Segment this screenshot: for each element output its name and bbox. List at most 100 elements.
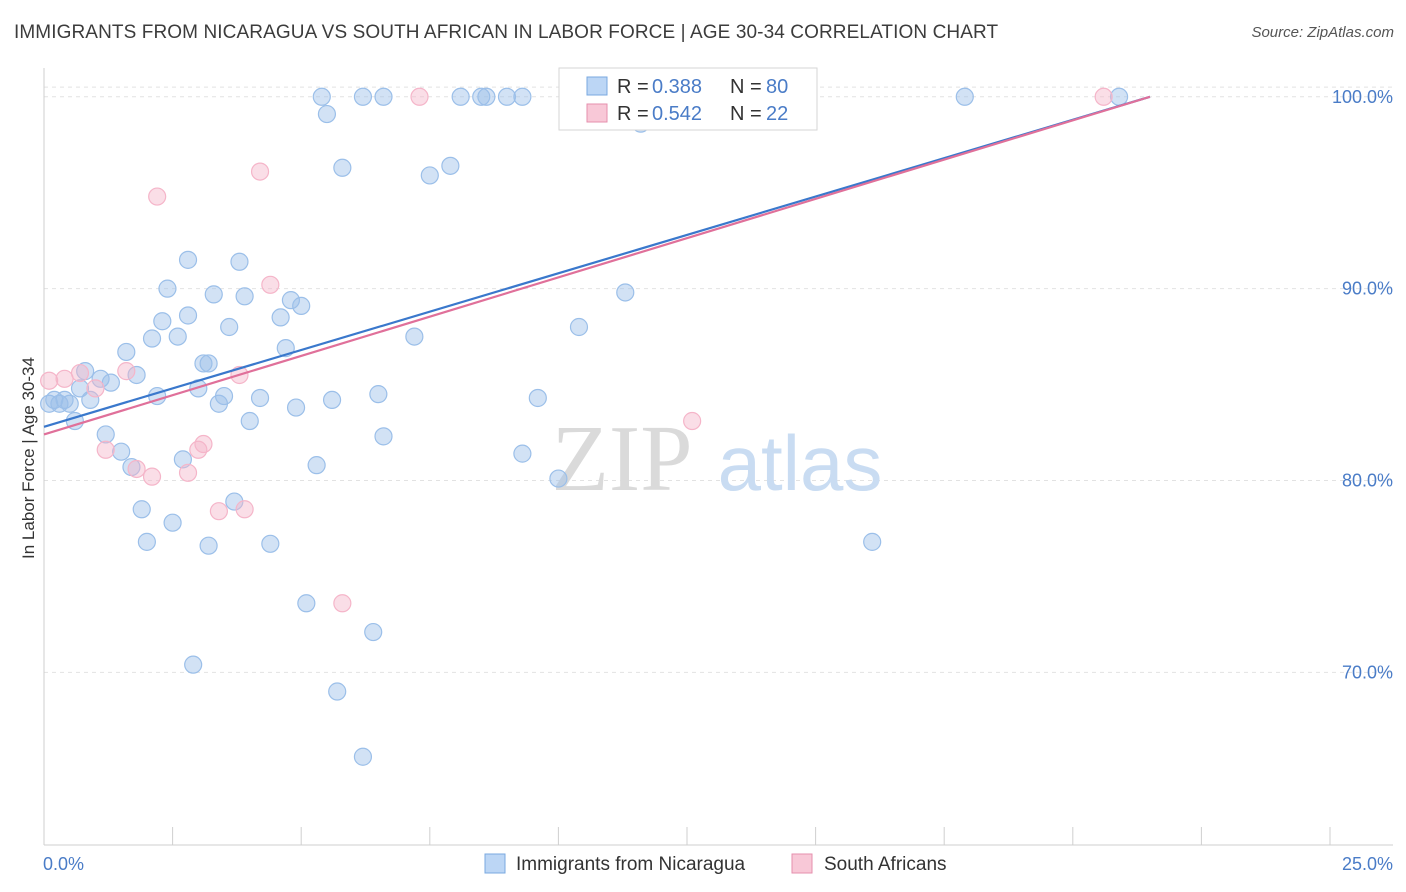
y-tick-label: 100.0% bbox=[1332, 87, 1393, 107]
data-point-nicaragua bbox=[569, 317, 589, 337]
data-point-nicaragua bbox=[101, 373, 120, 392]
data-point-south-africans bbox=[235, 500, 254, 519]
data-point-nicaragua bbox=[312, 87, 331, 106]
data-point-south-africans bbox=[86, 379, 105, 398]
data-point-nicaragua bbox=[194, 354, 213, 373]
data-point-south-africans bbox=[142, 467, 162, 486]
series-legend: Immigrants from Nicaragua South Africans bbox=[484, 853, 947, 875]
legend-label-nicaragua: Immigrants from Nicaragua bbox=[516, 854, 746, 875]
trend-line-nicaragua bbox=[43, 95, 1151, 428]
data-point-nicaragua bbox=[333, 158, 352, 177]
data-point-south-africans bbox=[127, 459, 146, 479]
data-point-nicaragua bbox=[369, 385, 388, 404]
data-point-nicaragua bbox=[158, 279, 177, 298]
data-point-south-africans bbox=[194, 434, 213, 454]
data-point-nicaragua bbox=[353, 87, 373, 106]
data-point-nicaragua bbox=[441, 156, 460, 175]
data-point-nicaragua bbox=[1109, 87, 1129, 106]
stats-n-label-2: N = bbox=[730, 103, 762, 125]
data-point-nicaragua bbox=[230, 252, 249, 271]
y-axis-label: In Labor Force | Age 30-34 bbox=[19, 357, 38, 559]
data-point-nicaragua bbox=[178, 250, 198, 269]
data-point-south-africans bbox=[96, 440, 115, 459]
trend-lines bbox=[43, 95, 1151, 436]
data-point-nicaragua bbox=[286, 398, 306, 417]
data-point-nicaragua bbox=[374, 427, 393, 446]
data-point-nicaragua bbox=[96, 425, 115, 444]
data-point-nicaragua bbox=[420, 166, 439, 185]
x-tick-label-end: 25.0% bbox=[1342, 854, 1393, 874]
x-tick-label-start: 0.0% bbox=[43, 854, 84, 874]
stats-swatch-south-africans bbox=[586, 103, 608, 123]
data-point-nicaragua bbox=[225, 492, 244, 511]
data-point-nicaragua bbox=[616, 283, 635, 302]
data-point-nicaragua bbox=[513, 444, 532, 463]
data-point-nicaragua bbox=[240, 411, 259, 431]
data-point-south-africans bbox=[178, 463, 198, 482]
watermark-zip: ZIP bbox=[552, 407, 693, 511]
data-point-nicaragua bbox=[364, 622, 383, 642]
data-point-nicaragua bbox=[168, 327, 187, 346]
data-point-nicaragua bbox=[132, 500, 151, 519]
data-point-nicaragua bbox=[528, 388, 547, 408]
data-point-south-africans bbox=[683, 411, 702, 431]
data-point-nicaragua bbox=[127, 365, 146, 385]
data-point-nicaragua bbox=[863, 532, 882, 551]
data-point-nicaragua bbox=[70, 379, 90, 398]
data-point-nicaragua bbox=[405, 327, 424, 346]
stats-n-label-1: N = bbox=[730, 76, 762, 98]
data-point-nicaragua bbox=[353, 747, 373, 766]
data-point-nicaragua bbox=[153, 312, 172, 331]
data-point-nicaragua bbox=[322, 390, 342, 410]
data-point-nicaragua bbox=[955, 87, 974, 106]
y-tick-label: 70.0% bbox=[1342, 662, 1393, 682]
stats-r-label-1: R = bbox=[617, 76, 649, 98]
stats-swatch-nicaragua bbox=[586, 76, 608, 96]
data-point-south-africans bbox=[410, 87, 429, 106]
data-point-nicaragua bbox=[307, 456, 326, 475]
source-credit: Source: ZipAtlas.com bbox=[1251, 24, 1394, 41]
y-tick-label: 80.0% bbox=[1342, 470, 1393, 490]
data-point-nicaragua bbox=[142, 329, 162, 348]
legend-swatch-south-africans bbox=[791, 853, 813, 874]
data-point-south-africans bbox=[148, 187, 167, 206]
data-point-nicaragua bbox=[281, 291, 301, 310]
data-point-nicaragua bbox=[477, 87, 496, 106]
data-point-nicaragua bbox=[235, 287, 254, 306]
data-point-south-africans bbox=[250, 162, 270, 181]
data-point-south-africans bbox=[70, 363, 90, 383]
data-point-nicaragua bbox=[374, 87, 393, 106]
chart-title: IMMIGRANTS FROM NICARAGUA VS SOUTH AFRIC… bbox=[14, 22, 999, 43]
data-point-south-africans bbox=[189, 440, 208, 459]
data-point-nicaragua bbox=[261, 534, 280, 553]
data-point-south-africans bbox=[40, 371, 59, 390]
stats-legend: R = 0.388 N = 80 R = 0.542 N = 22 bbox=[558, 67, 818, 131]
data-point-nicaragua bbox=[297, 594, 316, 613]
data-point-nicaragua bbox=[549, 469, 568, 488]
data-point-nicaragua bbox=[292, 296, 311, 315]
stats-n-value-2: 22 bbox=[766, 103, 788, 125]
data-point-nicaragua bbox=[60, 394, 79, 413]
data-point-nicaragua bbox=[497, 87, 517, 106]
data-point-nicaragua bbox=[163, 513, 182, 532]
data-point-nicaragua bbox=[137, 532, 156, 551]
data-point-south-africans bbox=[209, 502, 228, 521]
data-point-nicaragua bbox=[513, 87, 532, 106]
data-point-nicaragua bbox=[117, 342, 136, 362]
data-point-south-africans bbox=[333, 594, 352, 613]
data-point-nicaragua bbox=[271, 308, 290, 327]
axes: 70.0% 80.0% 90.0% 100.0% bbox=[43, 68, 1393, 846]
data-point-nicaragua bbox=[178, 306, 198, 325]
legend-swatch-nicaragua bbox=[484, 853, 506, 874]
stats-r-value-2: 0.542 bbox=[652, 103, 702, 125]
watermark-atlas: atlas bbox=[718, 419, 883, 507]
data-point-nicaragua bbox=[112, 442, 131, 461]
data-point-nicaragua bbox=[199, 536, 218, 555]
data-point-nicaragua bbox=[204, 285, 223, 304]
data-point-nicaragua bbox=[451, 87, 470, 106]
data-point-nicaragua bbox=[214, 386, 234, 406]
data-point-nicaragua bbox=[328, 682, 347, 701]
data-point-nicaragua bbox=[91, 369, 110, 388]
data-point-nicaragua bbox=[220, 317, 239, 337]
